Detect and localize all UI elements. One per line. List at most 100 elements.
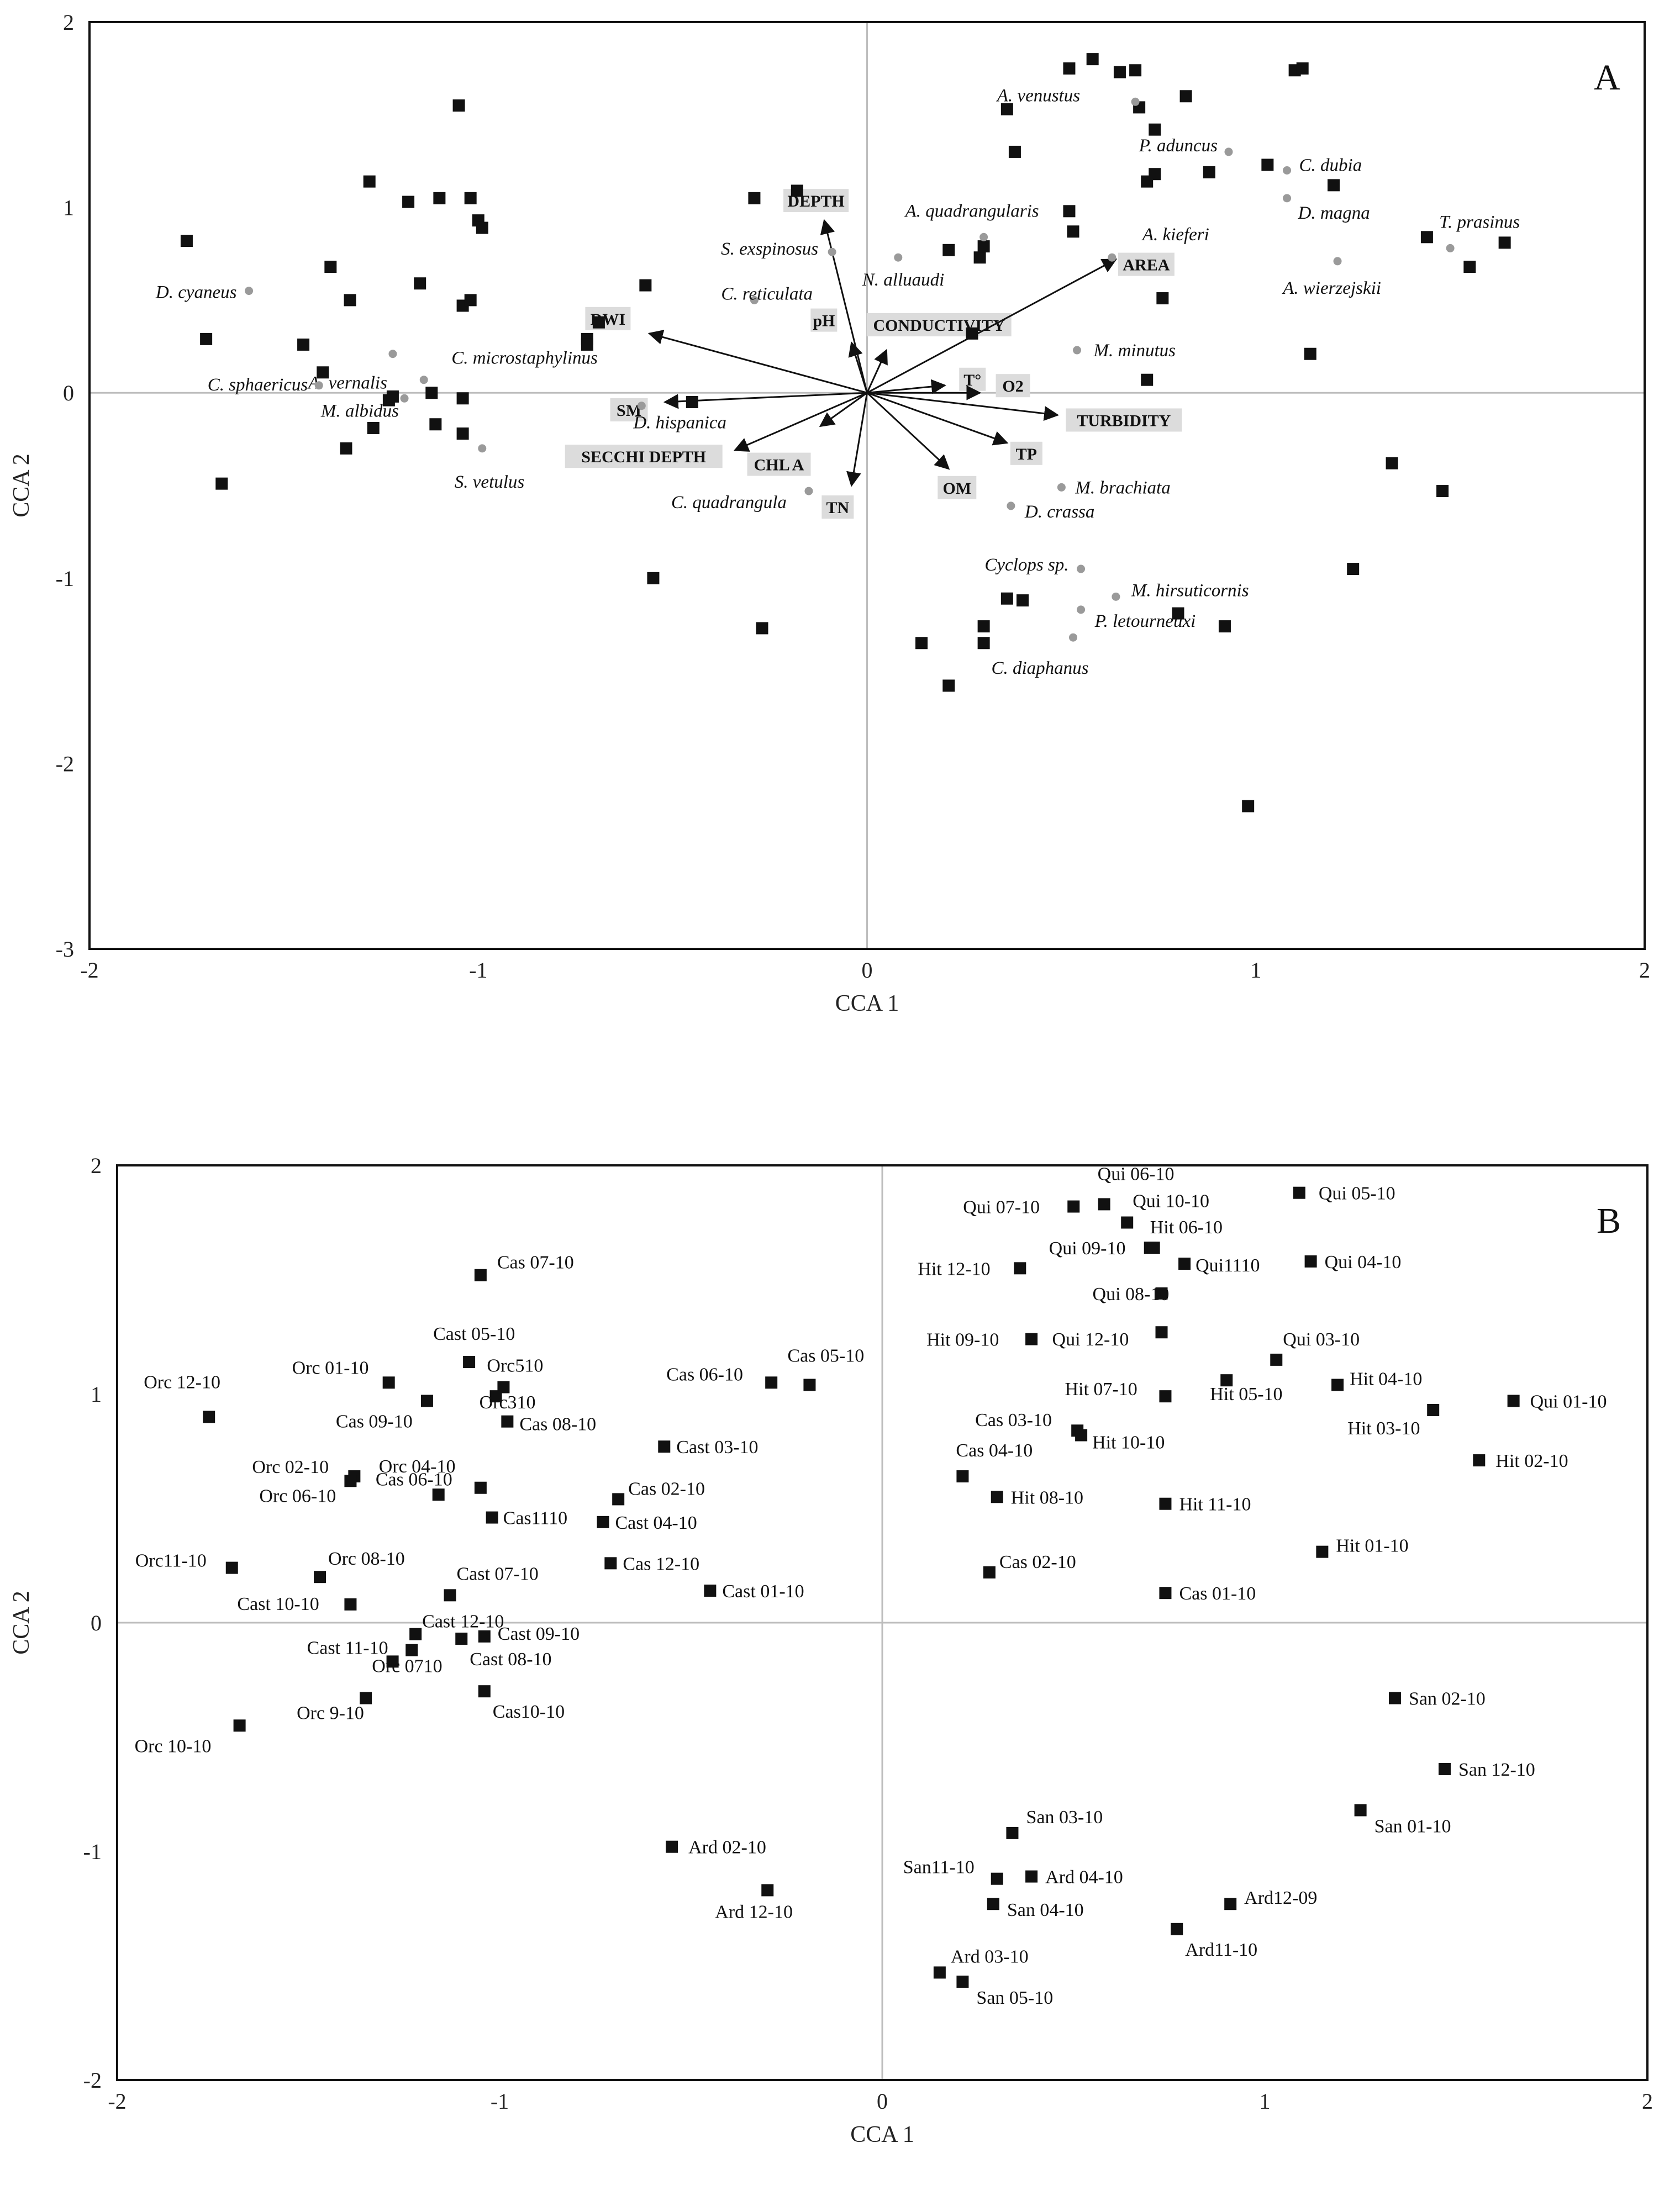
panel-letter: A: [1594, 57, 1620, 98]
sample-label: Cas 06-10: [666, 1364, 743, 1385]
site-point: [476, 221, 488, 234]
sample-point: [1121, 1216, 1134, 1229]
sample-point: [486, 1511, 498, 1524]
species-point: [750, 295, 759, 304]
sample-point: [1304, 1255, 1317, 1268]
site-point: [1242, 800, 1255, 812]
sample-label: Hit 04-10: [1350, 1369, 1422, 1389]
species-label: T. prasinus: [1439, 212, 1520, 232]
env-vector-arrow: [866, 392, 950, 470]
sample-label: Qui 06-10: [1098, 1164, 1175, 1184]
sample-point: [956, 1975, 969, 1988]
env-vector-arrow: [866, 349, 888, 393]
site-point: [402, 196, 415, 208]
sample-label: Orc 06-10: [259, 1486, 336, 1506]
x-tick-label: 0: [862, 958, 873, 983]
sample-point: [1331, 1379, 1344, 1391]
sample-point: [1354, 1804, 1367, 1817]
species-label: M. albidus: [320, 401, 399, 421]
site-point: [1420, 231, 1433, 244]
env-vector-label: pH: [813, 312, 835, 330]
sample-point: [1159, 1587, 1172, 1599]
site-point: [1386, 457, 1398, 469]
site-point: [344, 294, 356, 307]
env-vector-label-bg: [1010, 441, 1042, 465]
site-point: [433, 192, 446, 204]
y-tick-label: -1: [83, 1839, 102, 1864]
species-label: C. quadrangula: [671, 493, 787, 513]
sample-point: [1270, 1353, 1283, 1366]
sample-label: Cast 01-10: [722, 1581, 804, 1602]
env-vector-arrow: [819, 392, 868, 427]
site-point: [367, 421, 380, 434]
site-point: [215, 477, 228, 490]
species-point: [1283, 194, 1292, 203]
species-label: M. hirsuticornis: [1131, 580, 1249, 600]
sample-label: Ard 12-10: [715, 1902, 793, 1922]
sample-point: [1507, 1395, 1520, 1407]
y-tick-label: -3: [56, 937, 74, 962]
env-vector-label: O2: [1002, 377, 1023, 395]
site-point: [324, 260, 337, 273]
site-point: [915, 637, 928, 650]
sample-point: [956, 1470, 969, 1483]
species-label: N. alluaudi: [862, 270, 945, 290]
site-point: [297, 338, 310, 351]
species-label: C. dubia: [1299, 155, 1362, 175]
site-point: [200, 332, 213, 345]
sample-label: Hit 05-10: [1210, 1384, 1282, 1405]
y-tick-label: -1: [56, 566, 74, 591]
sample-label: Cas 08-10: [519, 1414, 596, 1435]
species-point: [1446, 244, 1455, 252]
species-label: D. hispanica: [633, 413, 726, 433]
species-label: C. microstaphylinus: [451, 349, 598, 368]
y-tick-label: -2: [83, 2068, 102, 2093]
site-point: [464, 192, 477, 204]
site-point: [1017, 594, 1029, 607]
env-vector-arrow: [867, 392, 1060, 421]
sample-point: [1098, 1198, 1110, 1211]
sample-point: [501, 1415, 514, 1428]
site-point: [1067, 225, 1079, 238]
sample-point: [1159, 1497, 1172, 1510]
plot-frame: [116, 1164, 1649, 2081]
sample-label: Hit 07-10: [1065, 1379, 1137, 1400]
sample-point: [497, 1381, 510, 1393]
site-point: [1129, 64, 1142, 77]
sample-point: [1388, 1692, 1401, 1704]
sample-label: Qui 12-10: [1052, 1329, 1129, 1350]
species-point: [804, 487, 813, 495]
x-tick-label: -1: [469, 958, 487, 983]
site-point: [1063, 62, 1076, 75]
species-point: [637, 402, 646, 410]
y-tick-label: 1: [63, 196, 74, 220]
sample-label: Qui 04-10: [1325, 1252, 1402, 1273]
site-point: [414, 277, 426, 290]
sample-point: [409, 1628, 422, 1640]
site-point: [966, 327, 978, 340]
y-tick-label: 0: [91, 1611, 102, 1635]
sample-label: Cast 10-10: [237, 1594, 319, 1614]
sample-label: Cas 05-10: [787, 1345, 864, 1366]
site-point: [977, 637, 990, 650]
sample-label: Orc 04-10: [379, 1456, 456, 1477]
sample-point: [1025, 1870, 1038, 1883]
species-point: [1131, 97, 1140, 106]
sample-label: San 02-10: [1409, 1689, 1486, 1709]
site-point: [1463, 260, 1476, 273]
sample-point: [612, 1493, 625, 1506]
x-tick-label: 0: [877, 2089, 888, 2114]
sample-label: Cast 12-10: [422, 1612, 504, 1632]
sample-point: [1473, 1454, 1486, 1467]
sample-point: [1006, 1826, 1019, 1839]
sample-label: San 01-10: [1374, 1816, 1451, 1836]
sample-label: Cast 08-10: [470, 1649, 551, 1670]
x-tick-label: 1: [1250, 958, 1261, 983]
species-point: [1108, 253, 1117, 262]
species-point: [314, 381, 323, 390]
sample-point: [1220, 1374, 1233, 1387]
sample-label: Cas1110: [503, 1508, 567, 1529]
sample-label: San 05-10: [976, 1988, 1053, 2008]
site-point: [1436, 485, 1449, 498]
